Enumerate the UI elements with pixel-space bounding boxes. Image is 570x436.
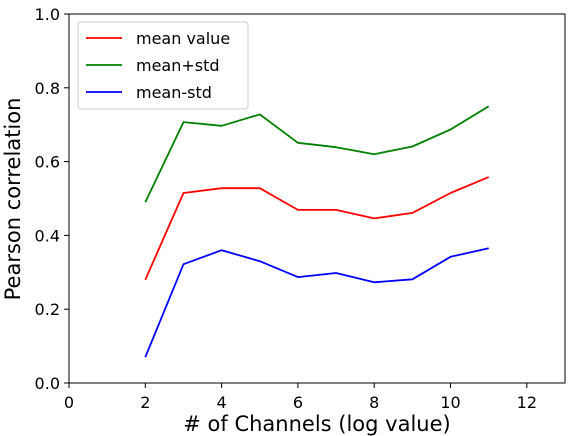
x-tick-label: 8 [369, 393, 379, 412]
legend-label: mean+std [136, 56, 220, 75]
y-tick-label: 0.4 [35, 226, 60, 245]
series-line-mean-std [144, 247, 489, 358]
y-tick-label: 1.0 [35, 5, 60, 24]
y-tick-label: 0.6 [35, 153, 60, 172]
plot-frame [68, 13, 566, 384]
series-line-mean-value [144, 176, 490, 281]
x-tick-label: 12 [517, 393, 537, 412]
x-tick-label: 0 [64, 393, 74, 412]
series-layer [144, 105, 490, 358]
x-axis-label: # of Channels (log value) [183, 412, 450, 436]
x-tick-label: 6 [293, 393, 303, 412]
y-axis-label: Pearson correlation [1, 98, 25, 301]
plot-area [68, 13, 566, 384]
y-tick-label: 0.2 [35, 300, 60, 319]
legend-box [77, 21, 249, 110]
y-tick-label: 0.0 [35, 374, 60, 393]
ticks-layer: 0 2 4 6 8 10 12 0.0 0.2 0.4 0.6 0.8 1.0 [35, 5, 537, 412]
series-line-mean-std [144, 105, 490, 203]
legend-label: mean value [136, 29, 230, 48]
x-tick-label: 4 [217, 393, 227, 412]
x-tick-label: 2 [140, 393, 150, 412]
x-tick-label: 10 [440, 393, 460, 412]
legend: mean value mean+std mean-std [77, 21, 249, 110]
y-tick-label: 0.8 [35, 79, 60, 98]
legend-label: mean-std [136, 83, 212, 102]
